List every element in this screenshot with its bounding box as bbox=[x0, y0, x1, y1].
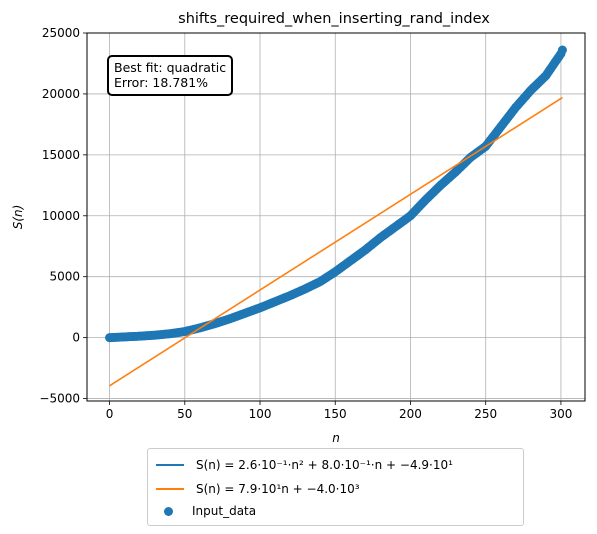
y-tick-label: 20000 bbox=[42, 87, 80, 101]
x-tick-label: 50 bbox=[177, 407, 192, 421]
linear-fit-line bbox=[109, 96, 563, 387]
y-tick-label: 15000 bbox=[42, 148, 80, 162]
chart-title: shifts_required_when_inserting_rand_inde… bbox=[178, 11, 490, 27]
x-tick-label: 200 bbox=[399, 407, 422, 421]
annotation-line-1: Best fit: quadratic bbox=[114, 60, 227, 75]
legend-label-linear: S(n) = 7.9·10¹n + −4.0·10³ bbox=[196, 482, 360, 496]
legend-label-data: Input_data bbox=[192, 504, 257, 518]
x-tick-label: 250 bbox=[474, 407, 497, 421]
x-tick-label: 300 bbox=[549, 407, 572, 421]
y-tick-label: 10000 bbox=[42, 209, 80, 223]
legend-item-linear: S(n) = 7.9·10¹n + −4.0·10³ bbox=[156, 479, 360, 499]
y-tick-label: 0 bbox=[72, 331, 80, 345]
legend-swatch-data bbox=[164, 506, 173, 516]
y-tick-label: 5000 bbox=[49, 270, 80, 284]
y-tick-label: −5000 bbox=[39, 392, 80, 406]
legend-swatch-linear bbox=[156, 488, 184, 490]
x-tick-label: 100 bbox=[249, 407, 272, 421]
legend-item-data: Input_data bbox=[156, 501, 256, 521]
axes: 0 50 100 150 200 250 300 −5000 0 5000 10000 15000 20… bbox=[39, 26, 586, 421]
legend-label-fit: S(n) = 2.6·10⁻¹·n² + 8.0·10⁻¹·n + −4.9·1… bbox=[196, 458, 453, 472]
x-axis-label: n bbox=[332, 431, 340, 445]
x-tick-label: 150 bbox=[324, 407, 347, 421]
data-point bbox=[557, 45, 567, 55]
legend: S(n) = 2.6·10⁻¹·n² + 8.0·10⁻¹·n + −4.9·1… bbox=[147, 448, 524, 526]
x-tick-label: 0 bbox=[106, 407, 114, 421]
fit-annotation: Best fit: quadratic Error: 18.781% bbox=[107, 55, 234, 96]
y-tick-label: 25000 bbox=[42, 26, 80, 40]
annotation-line-2: Error: 18.781% bbox=[114, 75, 209, 90]
legend-swatch-fit bbox=[156, 464, 184, 466]
legend-item-fit: S(n) = 2.6·10⁻¹·n² + 8.0·10⁻¹·n + −4.9·1… bbox=[156, 455, 453, 475]
series-layer bbox=[105, 45, 567, 387]
y-axis-label: S(n) bbox=[11, 205, 25, 230]
plot-frame bbox=[86, 32, 586, 402]
